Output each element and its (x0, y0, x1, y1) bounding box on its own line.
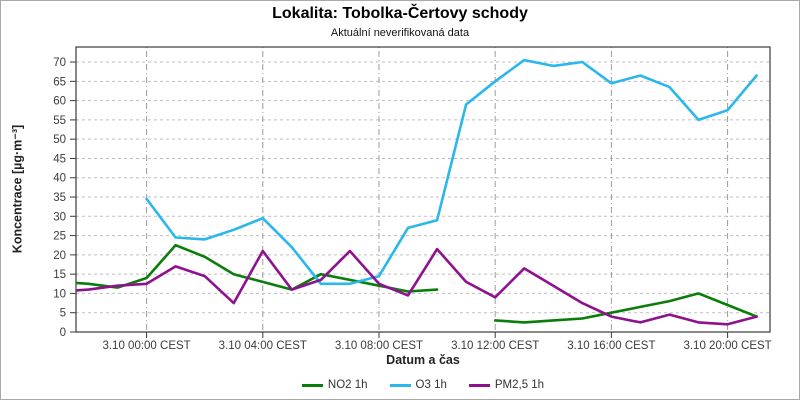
series-line-pm2-5-1h (76, 247, 758, 326)
y-tick-label: 50 (53, 134, 66, 146)
legend-swatch (389, 383, 411, 387)
x-tick-label: 3.10 08:00 CEST (335, 340, 423, 352)
legend-swatch (468, 383, 490, 387)
y-tick-label: 70 (53, 57, 66, 69)
x-axis-title: Datum a čas (386, 353, 460, 367)
legend-label: O3 1h (415, 379, 447, 391)
x-tick-label: 3.10 12:00 CEST (451, 340, 539, 352)
legend-item-pm2-5-1h: PM2,5 1h (468, 379, 545, 391)
y-tick-label: 65 (53, 76, 66, 88)
x-tick-label: 3.10 04:00 CEST (219, 340, 307, 352)
plot-border (75, 46, 771, 333)
legend-label: NO2 1h (327, 379, 368, 391)
legend-item-o3-1h: O3 1h (389, 379, 447, 391)
y-tick-label: 15 (53, 269, 66, 281)
legend: NO2 1h O3 1h PM2,5 1h (76, 377, 770, 393)
series-line-o3-1h (145, 58, 758, 286)
chart-subtitle: Aktuální neverifikovaná data (330, 27, 470, 39)
legend-label: PM2,5 1h (494, 379, 545, 391)
x-tick-label: 3.10 00:00 CEST (102, 340, 190, 352)
x-tick-label: 3.10 20:00 CEST (683, 340, 771, 352)
y-tick-label: 55 (53, 115, 66, 127)
x-tick-label: 3.10 16:00 CEST (567, 340, 655, 352)
y-tick-label: 45 (53, 153, 66, 165)
y-tick-label: 5 (60, 308, 66, 320)
y-tick-label: 40 (53, 173, 66, 185)
legend-swatch (301, 383, 323, 387)
chart-title: Lokalita: Tobolka-Čertovy schody (272, 5, 528, 22)
y-tick-label: 10 (53, 288, 66, 300)
legend-item-no2-1h: NO2 1h (301, 379, 368, 391)
y-tick-label: 0 (60, 327, 66, 339)
y-tick-label: 35 (53, 192, 66, 204)
y-tick-label: 20 (53, 250, 66, 262)
series-line-no2-1h (76, 243, 758, 324)
y-tick-label: 30 (53, 211, 66, 223)
y-tick-label: 60 (53, 96, 66, 108)
y-tick-label: 25 (53, 231, 66, 243)
